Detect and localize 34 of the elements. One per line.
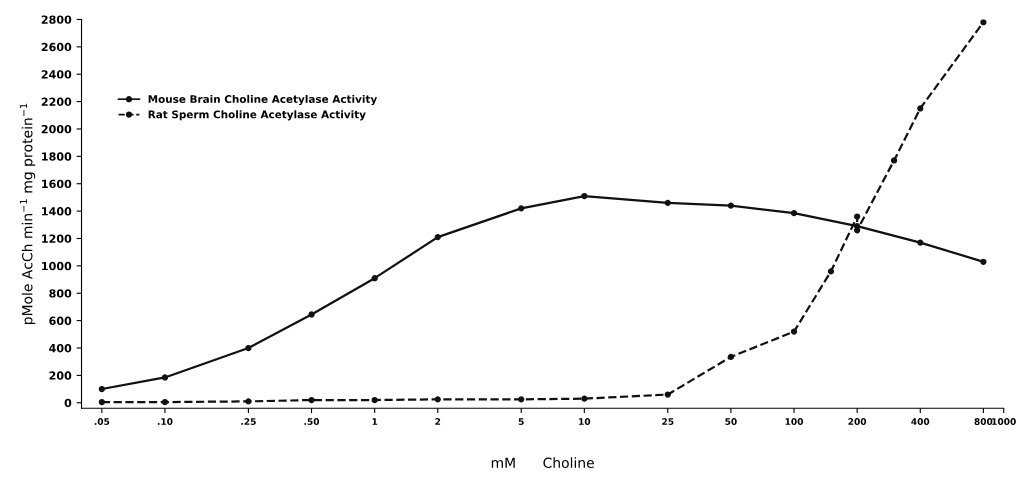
y-tick-label: 1800 — [42, 152, 72, 161]
y-tick-label: 800 — [49, 289, 72, 298]
x-tick-label: 10 — [579, 418, 591, 425]
y-tick-label: 200 — [49, 371, 72, 380]
x-tick-label: 25 — [662, 418, 674, 425]
x-axis-title: mM Choline — [491, 457, 594, 469]
x-tick-label: .05 — [94, 418, 110, 425]
x-tick-label: 800 — [974, 418, 993, 425]
legend-label: Mouse Brain Choline Acetylase Activity — [148, 94, 378, 106]
y-tick-label: 2600 — [41, 42, 72, 52]
x-tick-label: 400 — [911, 418, 930, 425]
legend-label: Rat Sperm Choline Acetylase Activity — [148, 110, 366, 121]
x-tick-label: .10 — [157, 418, 173, 425]
y-tick-label: 400 — [49, 343, 72, 353]
y-tick-label: 1200 — [42, 234, 72, 243]
y-tick-label: 1600 — [42, 179, 72, 189]
y-tick-label: 1000 — [42, 261, 72, 271]
y-axis-title: pMole AcCh min$^{−1}$ mg protein$^{−1}$ — [19, 103, 36, 325]
y-tick-label: 600 — [49, 316, 72, 325]
x-tick-label: 1 — [372, 418, 378, 425]
x-tick-label: .50 — [304, 418, 320, 425]
x-tick-label: .25 — [241, 418, 256, 425]
x-tick-label: 50 — [725, 418, 737, 425]
y-tick-label: 2200 — [41, 97, 72, 106]
x-tick-label: 100 — [785, 418, 804, 425]
y-tick-label: 2800 — [41, 15, 72, 24]
x-tick-label: 5 — [518, 418, 524, 425]
y-tick-label: 2000 — [41, 124, 72, 134]
x-tick-label: 1000 — [992, 418, 1016, 425]
y-tick-label: 2400 — [41, 70, 72, 79]
y-tick-label: 0 — [64, 398, 72, 408]
y-tick-label: 1400 — [42, 207, 72, 216]
x-tick-label: 2 — [435, 418, 441, 425]
x-tick-label: 200 — [848, 418, 867, 425]
